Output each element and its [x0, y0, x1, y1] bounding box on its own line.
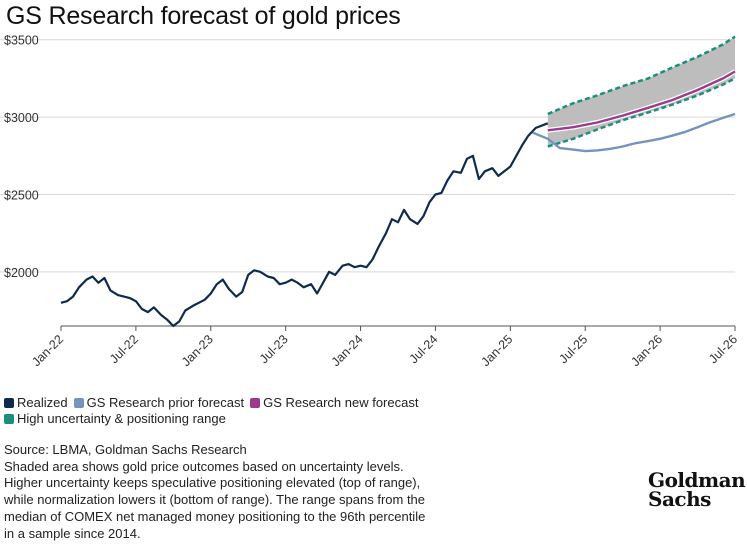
legend-item-new-forecast: GS Research new forecast	[250, 395, 418, 411]
legend: Realized GS Research prior forecast GS R…	[4, 395, 424, 427]
legend-label-realized: Realized	[17, 395, 68, 410]
y-axis: $2000 $2500 $3000 $3500	[4, 34, 39, 280]
range-lower-bound	[547, 77, 736, 148]
legend-swatch-range	[4, 414, 14, 424]
x-tick-label: Jul-24	[407, 332, 441, 366]
x-tick-label: Jul-22	[107, 332, 141, 366]
new-forecast-line	[547, 70, 736, 132]
legend-label-new-forecast: GS Research new forecast	[263, 395, 419, 410]
gridlines	[0, 39, 735, 273]
x-tick-label: Jan-26	[628, 332, 665, 369]
footnote: Source: LBMA, Goldman Sachs Research Sha…	[4, 442, 564, 542]
prior-forecast-line	[532, 112, 736, 153]
legend-swatch-prior-forecast	[73, 398, 84, 408]
legend-swatch-realized	[4, 398, 14, 408]
y-tick-label: $3000	[4, 111, 39, 125]
legend-label-range: High uncertainty & positioning range	[17, 411, 226, 426]
x-tick-label: Jan-22	[29, 332, 66, 369]
series-lines	[60, 69, 737, 328]
x-tick-label: Jul-26	[706, 332, 740, 366]
x-tick-label: Jul-25	[556, 332, 590, 366]
x-tick-label: Jan-25	[479, 332, 516, 369]
x-tick-label: Jan-23	[179, 332, 216, 369]
source-note: Source: LBMA, Goldman Sachs Research	[4, 442, 247, 457]
gold-price-chart: $2000$2500$3000$3500 Jan-22 Jul-22 Jan-23 J…	[0, 34, 740, 369]
legend-item-prior-forecast: GS Research prior forecast	[73, 395, 245, 411]
y-tick-label: $2500	[4, 188, 39, 202]
footnote-line: Higher uncertainty keeps speculative pos…	[4, 475, 421, 491]
realized-line	[60, 122, 549, 328]
logo-line-2: Sachs	[648, 487, 711, 511]
goldman-sachs-logo: Goldman Sachs	[648, 468, 746, 511]
legend-item-realized: Realized	[4, 395, 68, 411]
range-band-fill	[547, 36, 735, 147]
y-tick-label: $3500	[4, 34, 39, 48]
legend-item-range: High uncertainty & positioning range	[4, 411, 226, 427]
footnote-line: while normalization lowers it (bottom of…	[4, 492, 426, 508]
x-tick-label: Jan-24	[329, 332, 366, 369]
legend-label-prior-forecast: GS Research prior forecast	[86, 395, 245, 410]
legend-swatch-new-forecast	[250, 398, 261, 408]
range-upper-bound	[547, 35, 736, 116]
footnote-line: in a sample since 2014.	[4, 525, 141, 541]
y-tick-label: $2000	[4, 266, 39, 280]
uncertainty-range	[547, 35, 736, 148]
footnote-line: median of COMEX net managed money positi…	[4, 508, 426, 524]
x-tick-label: Jul-23	[257, 332, 291, 366]
footnote-line: Shaded area shows gold price outcomes ba…	[4, 458, 404, 474]
x-axis: Jan-22 Jul-22 Jan-23 Jul-23 Jan-24 Jul-24 Jan-…	[29, 325, 740, 369]
chart-title: GS Research forecast of gold prices	[6, 2, 401, 30]
logo-line-1: Goldman	[648, 468, 746, 492]
